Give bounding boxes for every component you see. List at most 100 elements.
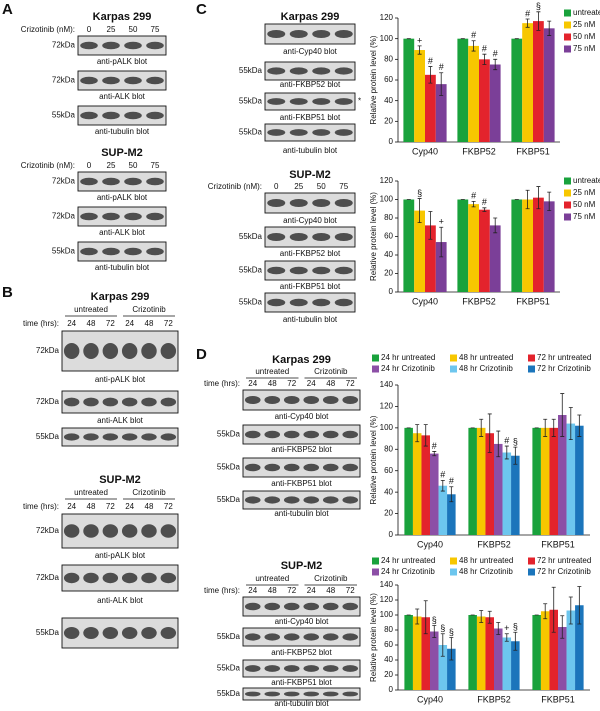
significance-mark: +	[504, 623, 509, 633]
blot-band	[264, 430, 281, 439]
x-tick-label: Cyp40	[417, 694, 443, 704]
bar	[549, 609, 558, 690]
blot-band	[322, 396, 339, 404]
blot-band	[289, 233, 308, 241]
blot-band	[283, 602, 300, 611]
blot	[77, 70, 167, 91]
blot-band	[283, 691, 300, 697]
cell-line-title: Karpas 299	[93, 11, 152, 23]
blot-band	[160, 627, 177, 639]
lane-label: 50	[129, 25, 138, 34]
blot-band	[289, 298, 308, 307]
legend-label: 72 hr untreated	[537, 353, 591, 362]
blot-band	[322, 430, 339, 439]
blot-band	[267, 298, 286, 307]
bar	[457, 199, 469, 292]
y-tick-label: 120	[380, 595, 394, 604]
blot	[242, 424, 361, 445]
blot	[61, 390, 179, 414]
bar	[403, 38, 415, 142]
bar	[425, 74, 436, 142]
blot-band	[322, 665, 339, 672]
blot-band	[141, 524, 157, 538]
blot-caption: anti-pALK blot	[95, 375, 146, 384]
error-bar	[471, 200, 476, 208]
bar	[447, 494, 456, 535]
bar	[403, 199, 415, 292]
blot-caption: anti-pALK blot	[97, 57, 148, 66]
lane-label: 48	[145, 502, 154, 511]
blot	[77, 206, 167, 227]
lane-label: 24	[307, 586, 316, 595]
molecular-weight: 55kDa	[239, 266, 263, 275]
bar	[543, 28, 555, 142]
y-tick-label: 140	[380, 380, 394, 389]
significance-mark: #	[525, 8, 530, 18]
blot-band	[102, 76, 120, 85]
x-tick-label: Cyp40	[412, 296, 438, 306]
x-tick-label: FKBP52	[462, 146, 496, 156]
bar	[468, 45, 479, 142]
y-tick-label: 120	[380, 402, 394, 411]
blot-band	[244, 396, 261, 404]
bar	[566, 423, 576, 535]
blot-band	[244, 602, 261, 611]
legend-swatch	[372, 557, 379, 565]
bar	[435, 84, 447, 142]
bar	[425, 225, 436, 292]
lane-label: 75	[151, 25, 160, 34]
blot-band	[102, 212, 120, 221]
bar	[438, 645, 448, 690]
blot-note: *	[358, 97, 361, 106]
cell-line-title: SUP-M2	[101, 147, 143, 159]
x-tick-label: FKBP52	[477, 539, 511, 549]
blot-caption: anti-FKBP52 blot	[280, 249, 341, 258]
legend-label: 24 hr untreated	[381, 353, 435, 362]
blot	[264, 123, 356, 142]
y-tick-label: 0	[389, 530, 394, 539]
x-tick-label: FKBP51	[516, 296, 550, 306]
blot-band	[124, 247, 142, 256]
y-tick-label: 100	[380, 610, 394, 619]
blot-caption: anti-FKBP51 blot	[280, 113, 341, 122]
lane-label: 24	[67, 319, 76, 328]
significance-mark: #	[482, 197, 487, 207]
blot-band	[312, 266, 331, 275]
molecular-weight: 55kDa	[52, 111, 76, 120]
molecular-weight: 55kDa	[217, 664, 241, 673]
legend-label: 24 hr Crizotinib	[381, 364, 435, 373]
blot-band	[283, 633, 300, 641]
lane-label: 75	[151, 161, 160, 170]
bar	[447, 648, 456, 690]
blot-band	[303, 602, 320, 611]
significance-mark: +	[417, 35, 422, 45]
y-tick-label: 120	[380, 176, 394, 185]
legend-swatch	[372, 365, 379, 373]
blot-caption: anti-tubulin blot	[274, 509, 329, 518]
cell-line-title: SUP-M2	[281, 560, 323, 572]
y-tick-label: 40	[384, 96, 393, 105]
error-bar	[513, 631, 518, 651]
blot-band	[160, 433, 177, 441]
error-bar	[417, 45, 422, 55]
bar	[479, 59, 490, 143]
molecular-weight: 72kDa	[52, 177, 76, 186]
blot-band	[289, 199, 308, 207]
blot-band	[141, 343, 157, 359]
error-bar	[479, 418, 484, 437]
legend-swatch	[564, 21, 571, 29]
error-bar	[536, 11, 541, 31]
y-tick-label: 140	[380, 580, 394, 589]
error-bar	[577, 414, 582, 437]
bar	[522, 199, 533, 292]
blot-band	[102, 627, 119, 639]
x-tick-label: FKBP52	[462, 296, 496, 306]
lane-label: 0	[87, 25, 92, 34]
significance-mark: #	[493, 49, 498, 59]
blot-band	[283, 396, 300, 404]
blot	[242, 389, 361, 411]
blot-band	[244, 496, 261, 504]
blot-band	[267, 98, 286, 105]
bar	[540, 427, 550, 535]
